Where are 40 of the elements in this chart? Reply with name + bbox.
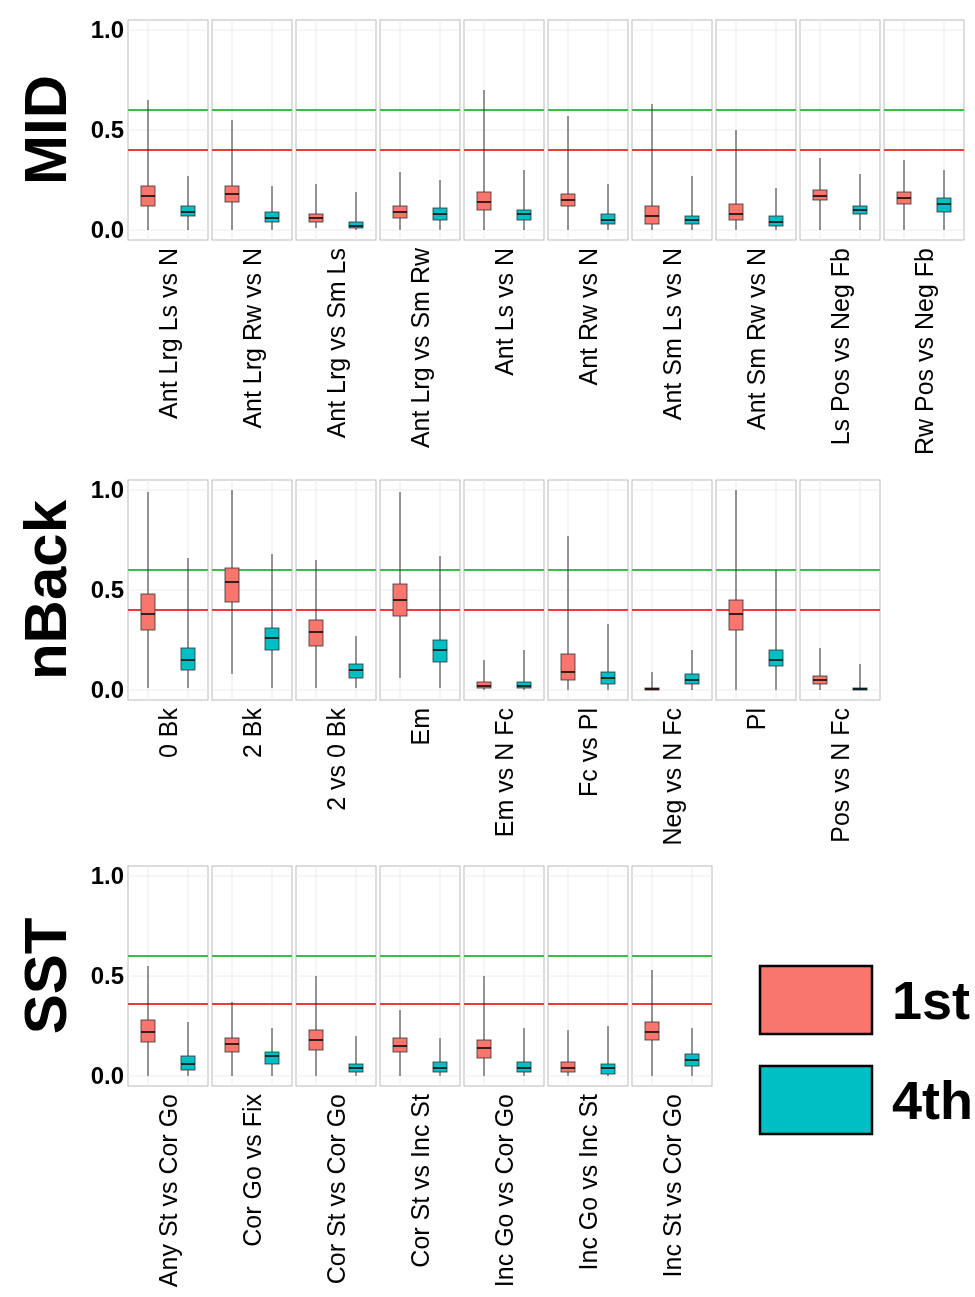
x-tick-label: Ant Sm Rw vs N bbox=[741, 248, 770, 430]
y-axis-title: MID bbox=[12, 75, 79, 185]
legend-label: 1st bbox=[892, 969, 971, 1030]
y-tick-label: 0.5 bbox=[90, 116, 124, 144]
y-tick-label: 1.0 bbox=[90, 862, 124, 890]
x-tick-label: Ant Lrg vs Sm Ls bbox=[321, 248, 350, 439]
x-tick-label: 0 Bk bbox=[153, 707, 182, 759]
x-tick-label: Em vs N Fc bbox=[489, 708, 518, 838]
x-tick-label: Ant Lrg Rw vs N bbox=[237, 248, 266, 429]
x-tick-label: Ant Lrg Ls vs N bbox=[153, 248, 182, 419]
y-tick-label: 0.0 bbox=[90, 1062, 124, 1090]
y-axis-title: SST bbox=[12, 917, 79, 1035]
x-tick-label: Cor Go vs Fix bbox=[237, 1093, 266, 1247]
x-tick-label: Inc St vs Cor Go bbox=[657, 1094, 686, 1278]
x-tick-label: Rw Pos vs Neg Fb bbox=[909, 248, 938, 456]
y-axis-title: nBack bbox=[12, 499, 79, 681]
x-tick-label: Ant Ls vs N bbox=[489, 248, 518, 376]
y-tick-label: 0.0 bbox=[90, 216, 124, 244]
x-tick-label: Ant Rw vs N bbox=[573, 248, 602, 386]
x-tick-label: Ant Sm Ls vs N bbox=[657, 248, 686, 421]
x-tick-label: Inc Go vs Inc St bbox=[573, 1093, 602, 1271]
x-tick-label: Ls Pos vs Neg Fb bbox=[825, 248, 854, 446]
y-tick-label: 1.0 bbox=[90, 16, 124, 44]
y-tick-label: 0.5 bbox=[90, 962, 124, 990]
x-tick-label: 2 Bk bbox=[237, 707, 266, 759]
legend-label: 4th bbox=[892, 1069, 973, 1130]
x-tick-label: Inc Go vs Cor Go bbox=[489, 1094, 518, 1288]
x-tick-label: Any St vs Cor Go bbox=[153, 1094, 182, 1288]
x-tick-label: Cor St vs Inc St bbox=[405, 1093, 434, 1268]
x-tick-label: Pos vs N Fc bbox=[825, 708, 854, 843]
x-tick-label: Pl bbox=[741, 708, 770, 731]
x-tick-label: 2 vs 0 Bk bbox=[321, 707, 350, 811]
x-tick-label: Ant Lrg vs Sm Rw bbox=[405, 247, 434, 449]
x-tick-label: Cor St vs Cor Go bbox=[321, 1094, 350, 1285]
x-tick-label: Fc vs Pl bbox=[573, 708, 602, 797]
y-tick-label: 0.5 bbox=[90, 576, 124, 604]
y-tick-label: 1.0 bbox=[90, 476, 124, 504]
x-tick-label: Neg vs N Fc bbox=[657, 708, 686, 846]
x-tick-label: Em bbox=[405, 708, 434, 746]
y-tick-label: 0.0 bbox=[90, 676, 124, 704]
